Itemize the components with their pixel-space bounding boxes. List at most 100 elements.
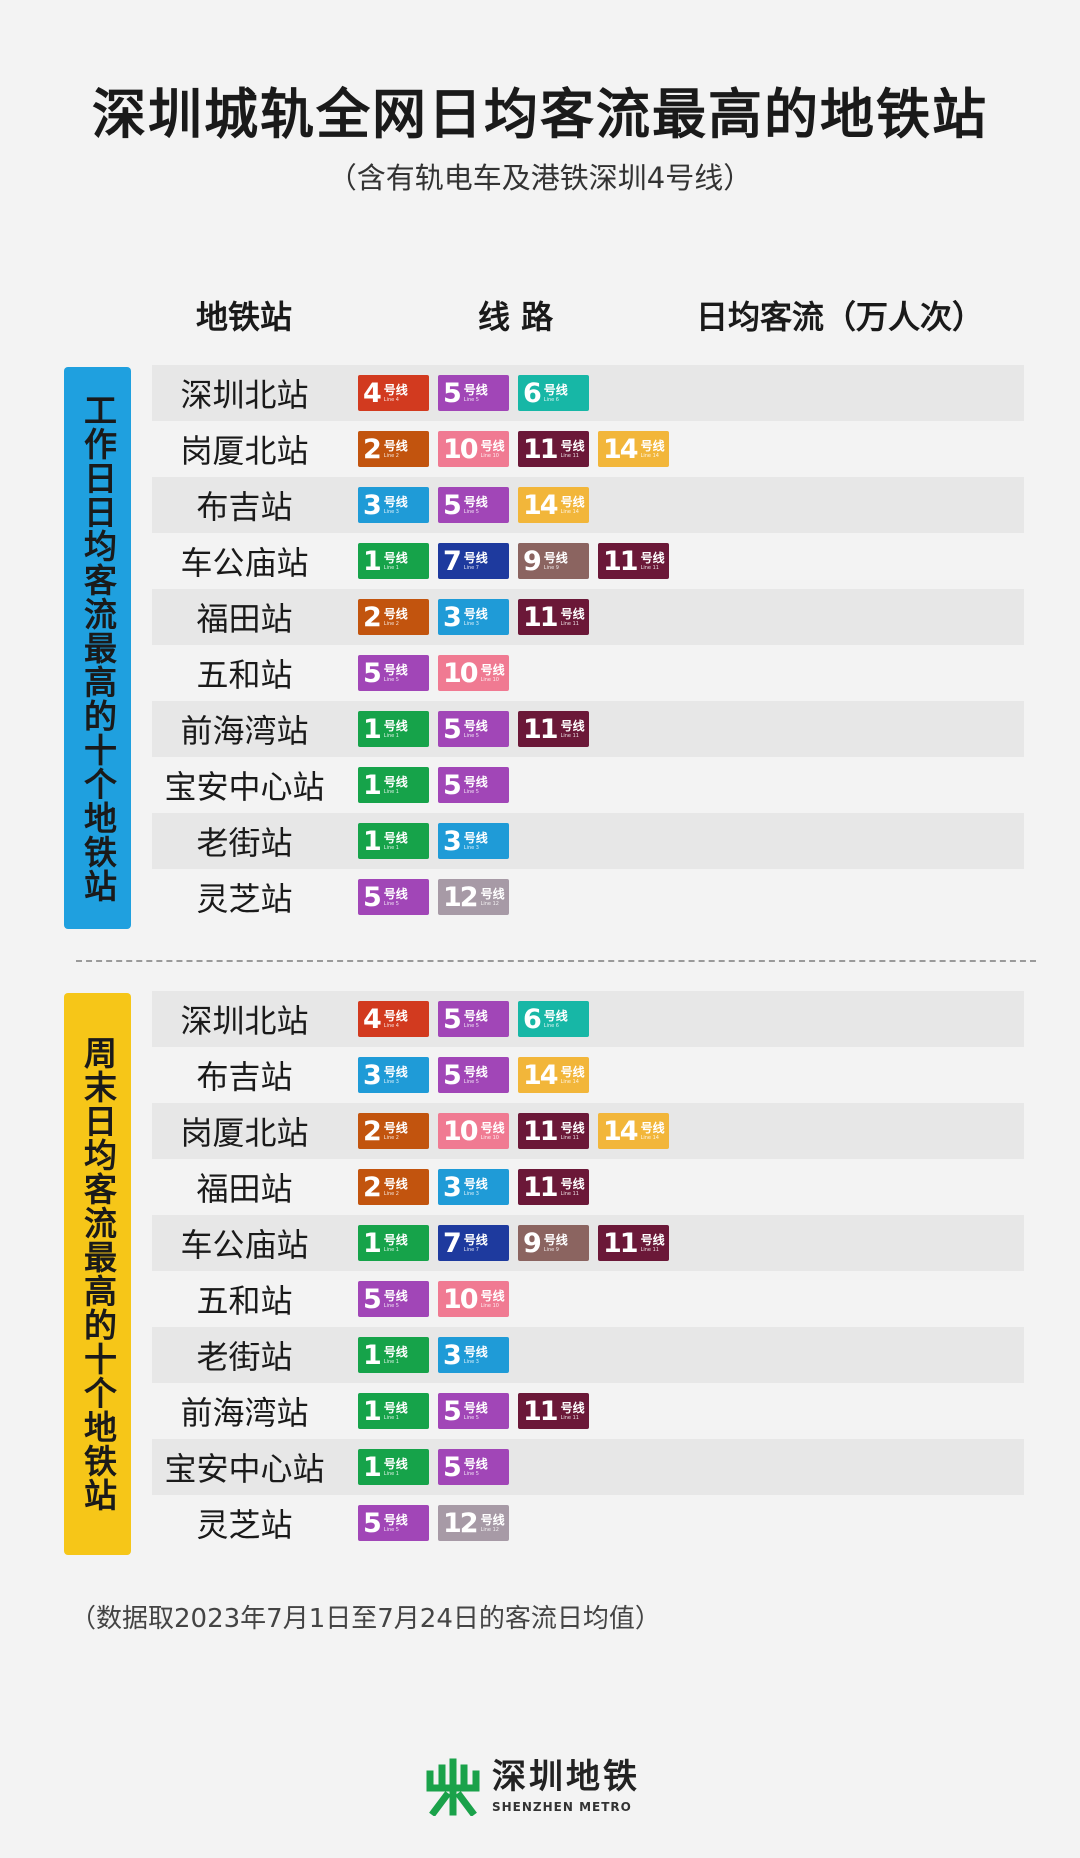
line-badges: 1 号线 Line 1 5 号线 Line 5 xyxy=(358,767,509,803)
station-row: 福田站 2 号线 Line 2 3 号线 Line 3 11 号线 Line 11 xyxy=(152,1159,1024,1215)
line-badges: 1 号线 Line 1 7 号线 Line 7 9 号线 Line 9 11 号线 Line 11 xyxy=(358,543,669,579)
line-badges: 1 号线 Line 1 5 号线 Line 5 11 号线 Line 11 xyxy=(358,1393,589,1429)
line-number: 1 xyxy=(363,1339,382,1371)
line-number: 11 xyxy=(523,1115,559,1147)
line-suffix: 号线 xyxy=(463,1008,488,1023)
line-number: 5 xyxy=(443,489,462,521)
line-suffix: 号线 xyxy=(480,1512,505,1527)
line-badge-11: 11 号线 Line 11 xyxy=(518,1113,589,1149)
line-en-label: Line 11 xyxy=(560,732,579,739)
line-en-label: Line 1 xyxy=(383,1414,399,1421)
line-number: 4 xyxy=(363,377,382,409)
line-en-label: Line 2 xyxy=(383,452,399,459)
line-suffix: 号线 xyxy=(383,662,408,677)
line-number: 1 xyxy=(363,713,382,745)
line-en-label: Line 3 xyxy=(463,1190,479,1197)
station-row: 五和站 5 号线 Line 5 10 号线 Line 10 xyxy=(152,645,1024,701)
line-number: 4 xyxy=(363,1003,382,1035)
station-name: 深圳北站 xyxy=(180,1002,309,1040)
line-en-label: Line 5 xyxy=(463,788,479,795)
line-suffix: 号线 xyxy=(480,1288,505,1303)
section-divider xyxy=(76,960,1036,962)
line-en-label: Line 5 xyxy=(383,676,399,683)
line-number: 6 xyxy=(523,1003,542,1035)
line-suffix: 号线 xyxy=(560,494,585,509)
line-badge-12: 12 号线 Line 12 xyxy=(438,1505,509,1541)
line-en-label: Line 14 xyxy=(560,1078,579,1085)
line-number: 1 xyxy=(363,1395,382,1427)
line-suffix: 号线 xyxy=(463,774,488,789)
line-number: 9 xyxy=(523,1227,542,1259)
line-number: 14 xyxy=(603,1115,639,1147)
line-en-label: Line 5 xyxy=(383,1302,399,1309)
line-suffix: 号线 xyxy=(560,1176,585,1191)
line-suffix: 号线 xyxy=(383,1288,408,1303)
line-badges: 5 号线 Line 5 10 号线 Line 10 xyxy=(358,655,509,691)
line-badge-4: 4 号线 Line 4 xyxy=(358,375,429,411)
line-badge-5: 5 号线 Line 5 xyxy=(358,1505,429,1541)
line-badge-11: 11 号线 Line 11 xyxy=(518,1393,589,1429)
line-en-label: Line 2 xyxy=(383,1190,399,1197)
line-suffix: 号线 xyxy=(383,438,408,453)
line-suffix: 号线 xyxy=(383,1176,408,1191)
line-number: 5 xyxy=(443,713,462,745)
line-suffix: 号线 xyxy=(383,830,408,845)
line-badge-10: 10 号线 Line 10 xyxy=(438,431,509,467)
station-name: 前海湾站 xyxy=(180,712,309,750)
line-number: 5 xyxy=(363,1507,382,1539)
line-en-label: Line 2 xyxy=(383,620,399,627)
line-en-label: Line 1 xyxy=(383,788,399,795)
station-name: 车公庙站 xyxy=(180,544,309,582)
line-en-label: Line 1 xyxy=(383,1246,399,1253)
line-suffix: 号线 xyxy=(543,550,568,565)
line-suffix: 号线 xyxy=(480,886,505,901)
station-name: 宝安中心站 xyxy=(164,768,325,806)
station-name: 车公庙站 xyxy=(180,1226,309,1264)
line-en-label: Line 7 xyxy=(463,1246,479,1253)
line-badge-10: 10 号线 Line 10 xyxy=(438,1281,509,1317)
line-en-label: Line 14 xyxy=(640,1134,659,1141)
page-title: 深圳城轨全网日均客流最高的地铁站 xyxy=(92,83,988,146)
station-name: 岗厦北站 xyxy=(180,1114,309,1152)
station-row: 宝安中心站 1 号线 Line 1 5 号线 Line 5 xyxy=(152,757,1024,813)
page-subtitle: （含有轨电车及港铁深圳4号线） xyxy=(327,161,753,195)
line-badge-1: 1 号线 Line 1 xyxy=(358,1393,429,1429)
line-en-label: Line 11 xyxy=(560,1414,579,1421)
station-name: 岗厦北站 xyxy=(180,432,309,470)
station-name: 福田站 xyxy=(196,1170,293,1208)
line-en-label: Line 12 xyxy=(480,1526,499,1533)
line-en-label: Line 1 xyxy=(383,844,399,851)
line-badges: 3 号线 Line 3 5 号线 Line 5 14 号线 Line 14 xyxy=(358,487,589,523)
line-number: 3 xyxy=(443,601,462,633)
line-badge-4: 4 号线 Line 4 xyxy=(358,1001,429,1037)
shenzhen-metro-logo: 深圳地铁 SHENZHEN METRO xyxy=(424,1758,640,1816)
line-badge-6: 6 号线 Line 6 xyxy=(518,1001,589,1037)
line-badge-10: 10 号线 Line 10 xyxy=(438,1113,509,1149)
line-suffix: 号线 xyxy=(463,550,488,565)
line-badge-3: 3 号线 Line 3 xyxy=(358,487,429,523)
line-number: 7 xyxy=(443,1227,462,1259)
station-row: 车公庙站 1 号线 Line 1 7 号线 Line 7 9 号线 Line 9 11 号线 Line … xyxy=(152,533,1024,589)
line-en-label: Line 11 xyxy=(560,620,579,627)
line-en-label: Line 5 xyxy=(463,1470,479,1477)
line-number: 9 xyxy=(523,545,542,577)
line-suffix: 号线 xyxy=(480,438,505,453)
line-suffix: 号线 xyxy=(383,774,408,789)
line-en-label: Line 5 xyxy=(463,732,479,739)
line-badge-5: 5 号线 Line 5 xyxy=(438,1001,509,1037)
line-en-label: Line 5 xyxy=(463,396,479,403)
line-suffix: 号线 xyxy=(543,382,568,397)
column-header-lines: 线 路 xyxy=(478,298,554,336)
line-en-label: Line 3 xyxy=(463,844,479,851)
line-badges: 2 号线 Line 2 3 号线 Line 3 11 号线 Line 11 xyxy=(358,599,589,635)
line-number: 11 xyxy=(603,1227,639,1259)
line-en-label: Line 11 xyxy=(640,1246,659,1253)
station-name: 老街站 xyxy=(196,824,293,862)
line-number: 3 xyxy=(363,489,382,521)
line-en-label: Line 3 xyxy=(383,1078,399,1085)
line-badge-2: 2 号线 Line 2 xyxy=(358,1169,429,1205)
line-suffix: 号线 xyxy=(383,1344,408,1359)
line-suffix: 号线 xyxy=(383,1400,408,1415)
line-suffix: 号线 xyxy=(560,1120,585,1135)
line-number: 5 xyxy=(443,377,462,409)
